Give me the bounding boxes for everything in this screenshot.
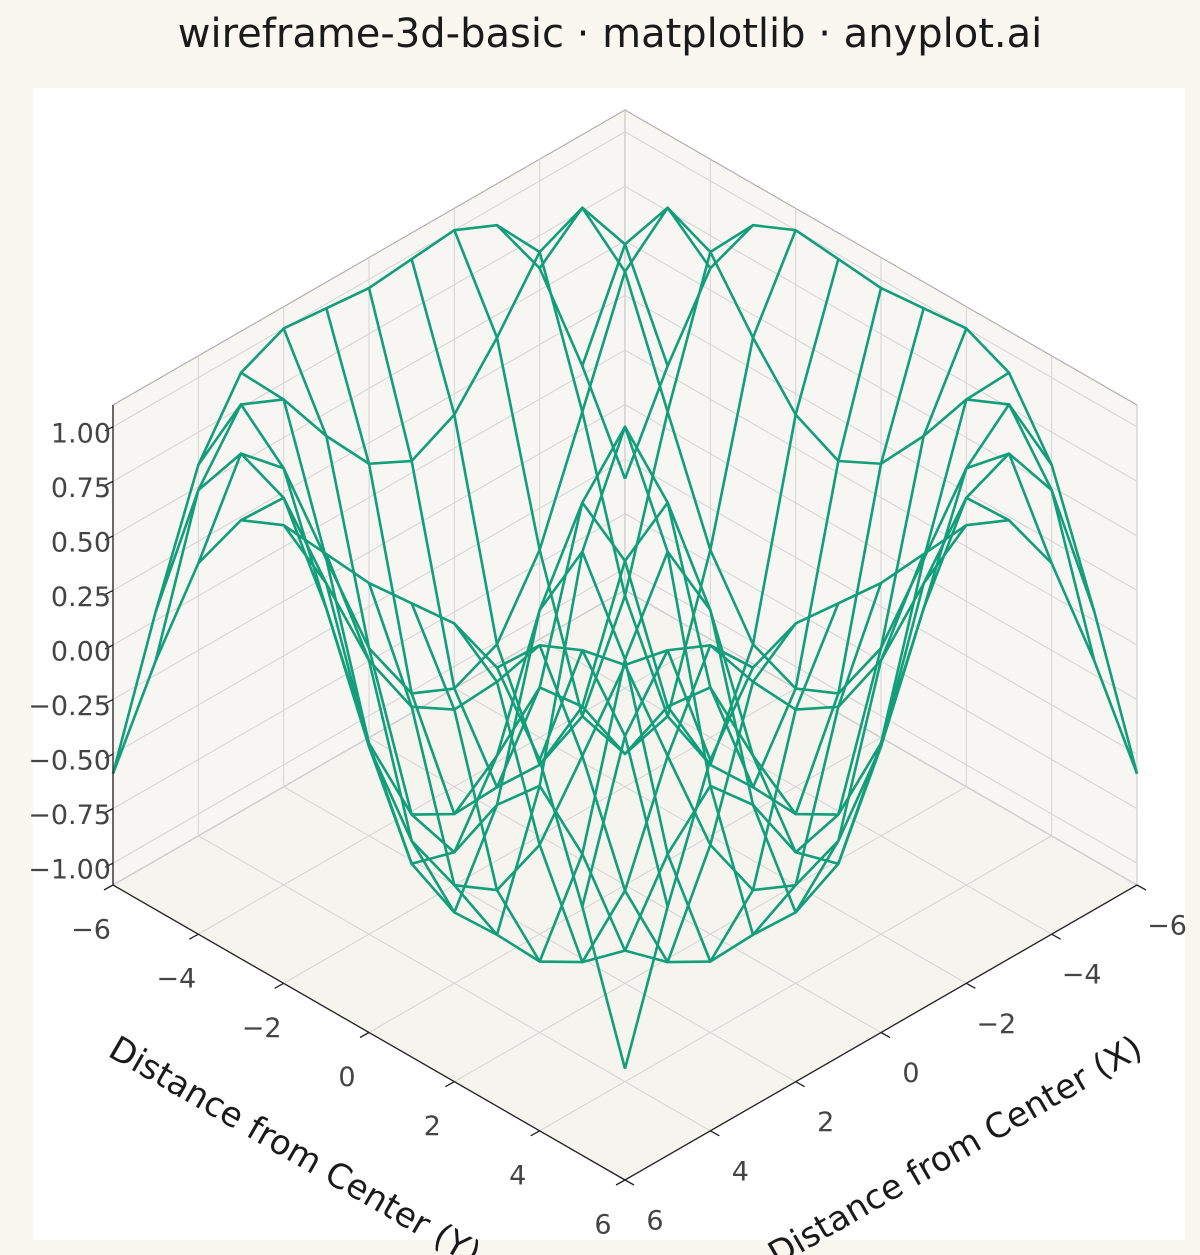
wire-column bbox=[581, 206, 1096, 662]
x-tick bbox=[710, 1130, 720, 1137]
grid-line bbox=[624, 240, 1138, 537]
grid-line bbox=[112, 295, 626, 591]
z-tick bbox=[104, 862, 114, 868]
wire-column bbox=[496, 224, 1010, 816]
x-tick-label: 6 bbox=[646, 1206, 663, 1237]
y-tick-label: −2 bbox=[242, 1013, 282, 1044]
y-tick-label: 6 bbox=[594, 1210, 611, 1241]
y-tick bbox=[274, 982, 284, 989]
z-tick-label: −0.50 bbox=[28, 746, 111, 777]
y-tick-label: 4 bbox=[509, 1160, 526, 1191]
z-tick-label: 0.00 bbox=[51, 637, 111, 668]
z-tick-label: −0.25 bbox=[28, 691, 111, 722]
grid-line bbox=[112, 240, 626, 537]
x-tick bbox=[795, 1081, 805, 1088]
wire-column bbox=[111, 518, 627, 1070]
y-tick-label: −4 bbox=[156, 964, 196, 995]
grid-line bbox=[624, 295, 1138, 591]
x-tick bbox=[880, 1031, 891, 1039]
grid-line bbox=[112, 131, 626, 428]
wire-column bbox=[282, 328, 797, 964]
grid-line bbox=[112, 349, 626, 646]
x-tick bbox=[1051, 933, 1061, 940]
z-tick bbox=[104, 535, 114, 541]
y-tick-label: 0 bbox=[338, 1062, 355, 1093]
z-tick bbox=[104, 589, 114, 596]
wire-column bbox=[240, 371, 754, 964]
wire-column bbox=[367, 287, 883, 937]
z-tick bbox=[104, 426, 114, 432]
z-tick bbox=[104, 753, 114, 759]
wire-column bbox=[538, 206, 1053, 695]
z-tick-label: −0.75 bbox=[28, 800, 111, 831]
y-tick bbox=[359, 1031, 370, 1039]
y-tick bbox=[189, 933, 199, 940]
y-tick-label: −6 bbox=[71, 915, 111, 946]
grid-line bbox=[624, 404, 1138, 700]
grid-line bbox=[624, 131, 1138, 428]
z-tick bbox=[104, 808, 114, 814]
grid-line bbox=[368, 737, 882, 1033]
grid-line bbox=[539, 835, 1052, 1132]
z-tick-label: 0.50 bbox=[51, 527, 111, 558]
z-tick-label: 0.75 bbox=[51, 473, 111, 504]
z-tick bbox=[104, 480, 114, 486]
wire-column bbox=[410, 258, 925, 914]
chart-title: wireframe-3d-basic · matplotlib · anyplo… bbox=[178, 11, 1042, 57]
y-tick bbox=[103, 884, 114, 891]
wire-column bbox=[325, 307, 840, 963]
y-tick bbox=[615, 1179, 626, 1186]
z-tick-label: 0.25 bbox=[51, 582, 111, 613]
z-tick-label: −1.00 bbox=[28, 855, 111, 886]
grid-line bbox=[624, 567, 1138, 864]
x-tick bbox=[1136, 884, 1147, 891]
z-tick bbox=[104, 698, 114, 705]
grid-line bbox=[624, 185, 1138, 482]
y-tick bbox=[530, 1130, 540, 1137]
x-tick-label: 0 bbox=[902, 1058, 919, 1089]
x-tick bbox=[624, 1179, 635, 1186]
grid-line bbox=[454, 786, 967, 1083]
wire-column bbox=[154, 452, 669, 908]
grid-line bbox=[112, 567, 626, 864]
grid-line bbox=[112, 404, 626, 700]
grid-line bbox=[112, 458, 626, 755]
grid-line bbox=[624, 349, 1138, 646]
x-tick-label: −4 bbox=[1062, 960, 1102, 991]
y-tick bbox=[445, 1081, 455, 1088]
grid-line bbox=[283, 687, 796, 984]
wire-column bbox=[197, 403, 712, 892]
y-tick-label: 2 bbox=[424, 1111, 441, 1142]
x-tick-label: 4 bbox=[732, 1156, 749, 1187]
z-tick-label: 1.00 bbox=[51, 418, 111, 449]
wireframe bbox=[111, 206, 1139, 1070]
grid-line bbox=[198, 638, 711, 935]
grid-line bbox=[624, 458, 1138, 755]
wire-column bbox=[453, 229, 968, 866]
x-tick-label: −2 bbox=[976, 1009, 1016, 1040]
z-tick bbox=[104, 644, 114, 650]
x-tick-label: 2 bbox=[817, 1107, 834, 1138]
x-tick-label: −6 bbox=[1147, 911, 1187, 942]
grid-line bbox=[112, 185, 626, 482]
x-tick bbox=[966, 982, 976, 989]
wire-column bbox=[623, 223, 1139, 775]
